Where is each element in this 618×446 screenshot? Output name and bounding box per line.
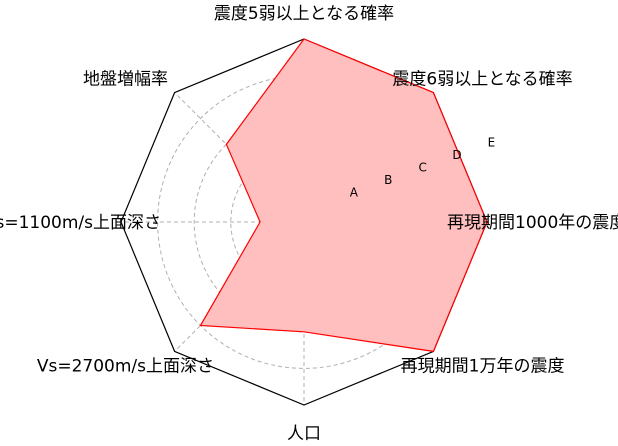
r-tick-label: A: [350, 186, 359, 200]
r-tick-label: C: [418, 161, 426, 175]
axis-label: 人口: [287, 424, 321, 444]
radar-data: [199, 38, 488, 353]
axis-label: 再現期間1000年の震度: [447, 213, 618, 233]
axis-label: 震度6弱以上となる確率: [392, 69, 572, 89]
r-tick-label: E: [488, 136, 496, 150]
axis-label: 震度5弱以上となる確率: [214, 4, 394, 24]
r-tick-label: B: [384, 173, 392, 187]
r-tick-label: D: [452, 148, 461, 162]
axis-label: Vs=1100m/s上面深さ: [0, 213, 161, 233]
radar-labels: A B C D E 震度5弱以上となる確率震度6弱以上となる確率再現期間1000年の震度再…: [0, 4, 618, 444]
axis-label: 再現期間1万年の震度: [401, 357, 565, 377]
axis-label: 地盤増幅率: [83, 69, 168, 89]
axis-label: Vs=2700m/s上面深さ: [37, 357, 214, 377]
